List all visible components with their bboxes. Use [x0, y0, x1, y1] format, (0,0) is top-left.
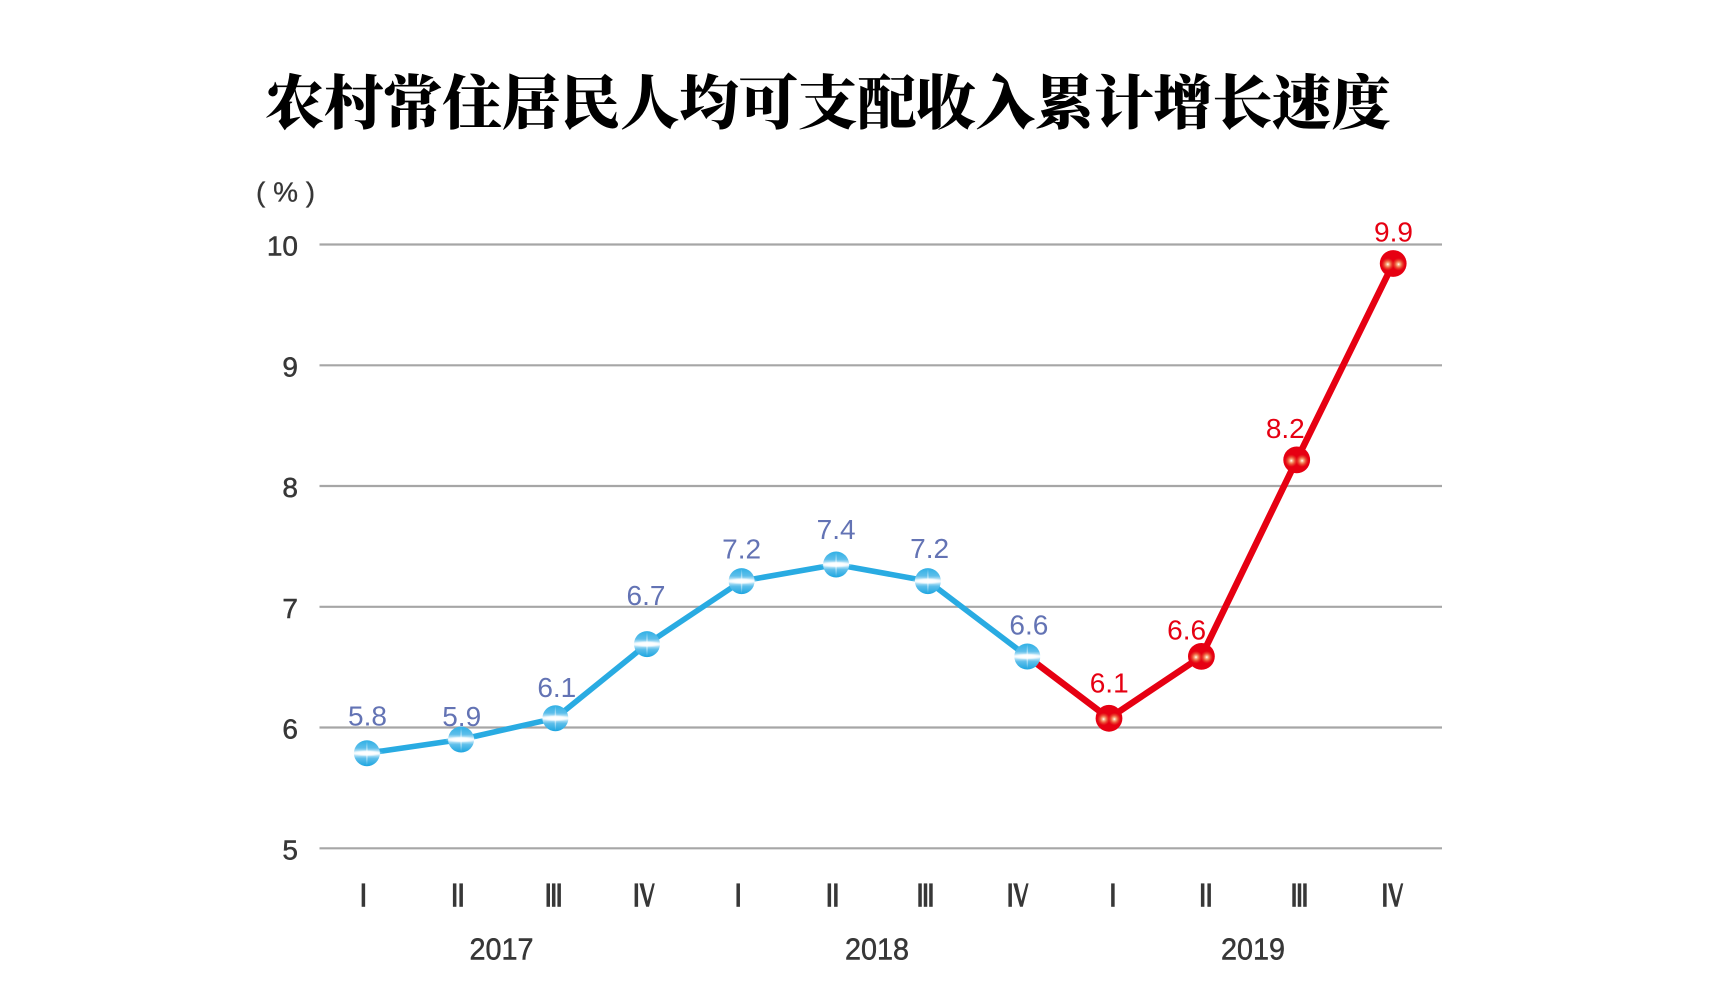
svg-text:6.7: 6.7 — [627, 580, 666, 611]
svg-text:9: 9 — [282, 352, 298, 383]
svg-text:6.6: 6.6 — [1167, 614, 1206, 645]
svg-text:9.9: 9.9 — [1374, 216, 1413, 247]
svg-text:6.1: 6.1 — [537, 672, 576, 703]
svg-text:7.2: 7.2 — [910, 533, 949, 564]
svg-text:( % ): ( % ) — [256, 177, 315, 208]
svg-text:7.2: 7.2 — [722, 534, 761, 565]
svg-text:7: 7 — [282, 593, 298, 624]
svg-text:2017: 2017 — [470, 932, 534, 967]
svg-text:2018: 2018 — [845, 932, 909, 967]
svg-text:5: 5 — [282, 835, 298, 866]
svg-text:6.6: 6.6 — [1009, 609, 1048, 640]
svg-text:7.4: 7.4 — [817, 514, 856, 545]
svg-text:10: 10 — [267, 231, 298, 262]
svg-text:8.2: 8.2 — [1266, 413, 1305, 444]
svg-text:6.1: 6.1 — [1090, 668, 1129, 699]
svg-text:5.9: 5.9 — [442, 701, 481, 732]
svg-text:6: 6 — [282, 714, 298, 745]
svg-text:5.8: 5.8 — [348, 700, 387, 731]
svg-text:8: 8 — [282, 472, 298, 503]
svg-text:2019: 2019 — [1221, 932, 1285, 967]
